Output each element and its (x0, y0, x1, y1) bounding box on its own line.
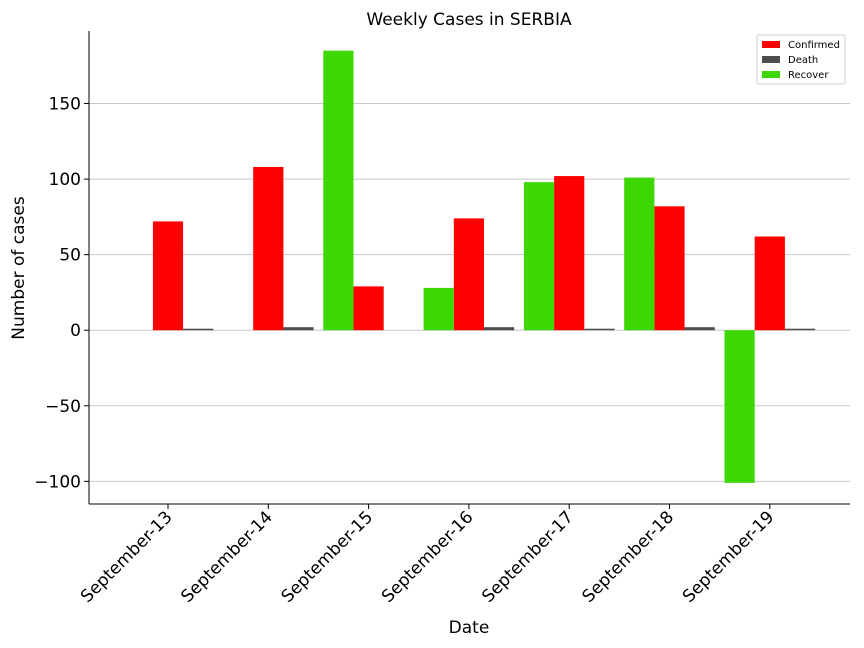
bar-death-4 (584, 328, 615, 331)
bar-recover-2 (323, 50, 354, 331)
x-ticks: September-13 September-14 September-15 Sept… (77, 504, 778, 607)
bar-confirmed-4 (554, 176, 585, 331)
bar-recover-5 (624, 177, 655, 331)
bar-death-5 (684, 327, 715, 331)
y-axis-label: Number of cases (9, 196, 29, 340)
x-tick-label: September-16 (378, 507, 477, 606)
legend-label-confirmed: Confirmed (788, 40, 840, 51)
bar-death-1 (283, 327, 314, 331)
y-tick-label: 150 (49, 95, 81, 115)
x-tick-label: September-17 (478, 507, 577, 606)
axes (88, 31, 850, 505)
legend: Confirmed Death Recover (756, 34, 846, 85)
legend-swatch-death (762, 56, 780, 63)
bar-recover-3 (423, 287, 454, 331)
legend-swatch-confirmed (762, 41, 780, 48)
bar-death-0 (183, 328, 214, 331)
chart-title: Weekly Cases in SERBIA (366, 10, 572, 30)
bar-death-6 (784, 328, 816, 331)
y-tick-label: −100 (34, 472, 81, 492)
x-tick-label: September-18 (579, 507, 678, 606)
x-tick-label: September-19 (679, 507, 778, 606)
legend-label-recover: Recover (788, 70, 829, 81)
bar-confirmed-1 (253, 167, 284, 331)
bar-recover-4 (523, 182, 555, 331)
legend-swatch-recover (762, 71, 780, 78)
bar-confirmed-5 (654, 206, 685, 331)
y-tick-label: 100 (49, 170, 81, 190)
bar-confirmed-3 (453, 218, 484, 331)
y-tick-label: 50 (59, 246, 81, 266)
legend-label-death: Death (788, 55, 818, 66)
y-ticks: −100 −50 0 50 100 150 (34, 95, 89, 492)
bar-recover-6 (724, 330, 755, 483)
bars (152, 50, 816, 483)
bar-confirmed-0 (152, 221, 184, 331)
x-tick-label: September-13 (77, 507, 176, 606)
x-tick-label: September-14 (177, 507, 276, 606)
bar-confirmed-6 (754, 236, 785, 331)
x-axis-label: Date (449, 618, 490, 638)
bar-death-3 (484, 327, 515, 331)
bar-confirmed-2 (353, 286, 384, 331)
y-tick-label: 0 (70, 321, 81, 341)
y-tick-label: −50 (45, 397, 81, 417)
x-tick-label: September-15 (278, 507, 377, 606)
